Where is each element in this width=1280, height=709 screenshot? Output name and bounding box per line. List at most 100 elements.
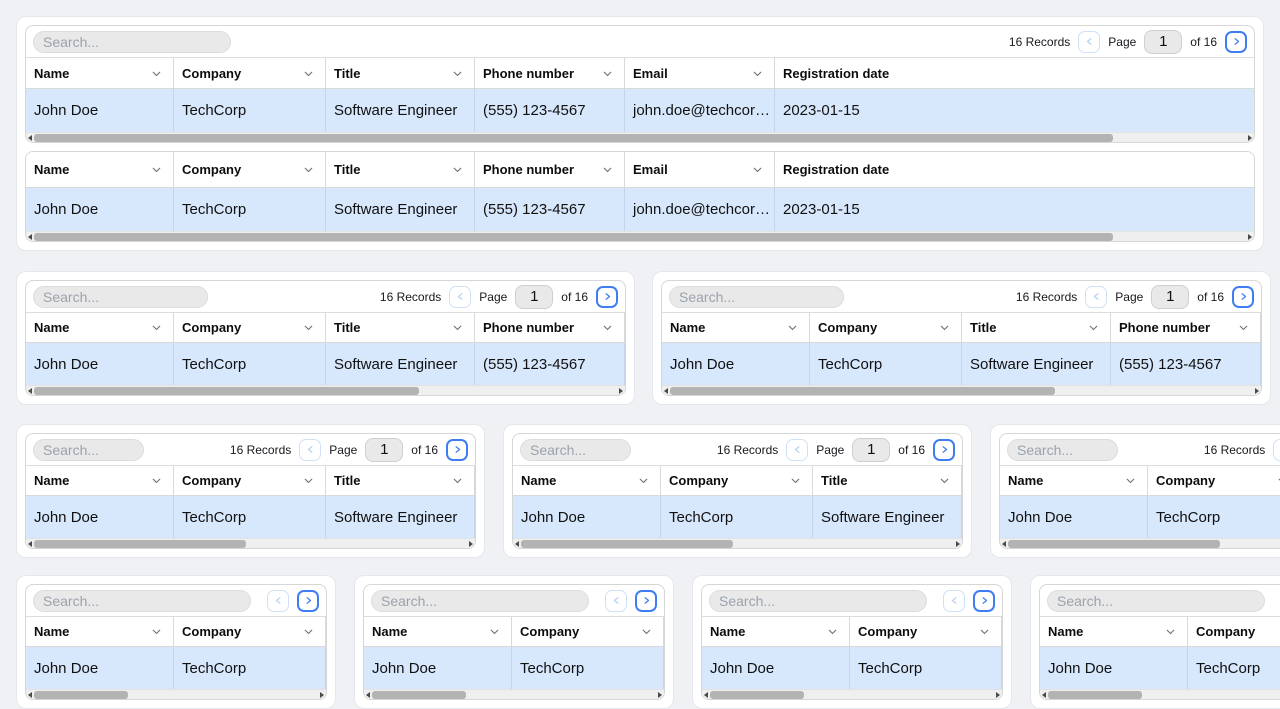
scrollbar-thumb[interactable] [710,690,804,699]
table-row[interactable]: John Doe TechCorp [1040,647,1280,689]
scroll-right-arrow-icon[interactable] [619,387,623,394]
horizontal-scrollbar[interactable] [702,689,1002,699]
next-page-button[interactable] [1225,30,1247,53]
scrollbar-thumb[interactable] [1008,539,1221,548]
prev-page-button[interactable] [449,285,472,308]
column-header-company[interactable]: Company [512,617,664,646]
table-row[interactable]: John Doe TechCorp [702,647,1002,689]
scroll-left-arrow-icon[interactable] [28,691,32,698]
scrollbar-thumb[interactable] [34,690,128,699]
column-header-title[interactable]: Title [326,313,475,342]
column-header-name[interactable]: Name [1000,466,1148,495]
table-row[interactable]: John Doe TechCorp Software Engineer (555… [662,343,1261,385]
column-header-company[interactable]: Company [174,313,326,342]
scrollbar-track[interactable] [34,232,1246,241]
column-header-title[interactable]: Title [326,466,475,495]
scrollbar-track[interactable] [1048,690,1280,699]
search-input[interactable] [520,438,631,461]
horizontal-scrollbar[interactable] [513,538,962,548]
prev-page-button[interactable] [1085,285,1108,308]
scroll-right-arrow-icon[interactable] [1248,134,1252,141]
column-header-name[interactable]: Name [702,617,850,646]
scroll-left-arrow-icon[interactable] [1042,691,1046,698]
search-input[interactable] [1007,438,1118,461]
horizontal-scrollbar[interactable] [26,385,625,395]
page-number-input[interactable] [365,437,404,462]
column-header-company[interactable]: Company [174,466,326,495]
column-header-title[interactable]: Title [962,313,1111,342]
page-number-input[interactable] [1151,284,1190,309]
scrollbar-thumb[interactable] [521,539,734,548]
scroll-left-arrow-icon[interactable] [28,233,32,240]
scrollbar-thumb[interactable] [34,386,419,395]
column-header-name[interactable]: Name [1040,617,1188,646]
scrollbar-track[interactable] [1008,539,1280,548]
table-row[interactable]: John Doe TechCorp [364,647,664,689]
scroll-right-arrow-icon[interactable] [1248,233,1252,240]
page-number-input[interactable] [515,284,554,309]
column-header-company[interactable]: Company [810,313,962,342]
column-header-title[interactable]: Title [326,58,475,88]
search-input[interactable] [1047,589,1265,612]
column-header-company[interactable]: Company [1148,466,1280,495]
column-header-company[interactable]: Company [174,58,326,88]
scroll-left-arrow-icon[interactable] [366,691,370,698]
column-header-name[interactable]: Name [513,466,661,495]
page-number-input[interactable] [852,437,891,462]
scroll-right-arrow-icon[interactable] [956,540,960,547]
table-row[interactable]: John Doe TechCorp Software Engineer [26,496,475,538]
scroll-left-arrow-icon[interactable] [28,387,32,394]
next-page-button[interactable] [635,589,657,612]
horizontal-scrollbar[interactable] [364,689,664,699]
prev-page-button[interactable] [267,589,289,612]
column-header-phone[interactable]: Phone number [1111,313,1261,342]
horizontal-scrollbar[interactable] [26,538,475,548]
scrollbar-thumb[interactable] [372,690,466,699]
next-page-button[interactable] [1232,285,1254,308]
search-input[interactable] [371,589,589,612]
column-header-company[interactable]: Company [661,466,813,495]
column-header-name[interactable]: Name [364,617,512,646]
scroll-right-arrow-icon[interactable] [658,691,662,698]
next-page-button[interactable] [973,589,995,612]
next-page-button[interactable] [933,438,955,461]
scroll-left-arrow-icon[interactable] [28,134,32,141]
column-header-name[interactable]: Name [26,313,174,342]
horizontal-scrollbar[interactable] [662,385,1261,395]
column-header-name[interactable]: Name [662,313,810,342]
table-row[interactable]: John Doe TechCorp Software Engineer (555… [26,188,1254,231]
scroll-left-arrow-icon[interactable] [28,540,32,547]
column-header-phone[interactable]: Phone number [475,313,625,342]
scrollbar-thumb[interactable] [34,232,1113,241]
search-input[interactable] [33,285,208,308]
column-header-name[interactable]: Name [26,617,174,646]
prev-page-button[interactable] [605,589,627,612]
prev-page-button[interactable] [943,589,965,612]
scrollbar-thumb[interactable] [34,133,1113,142]
search-input[interactable] [33,589,251,612]
search-input[interactable] [709,589,927,612]
column-header-title[interactable]: Title [326,152,475,187]
scroll-left-arrow-icon[interactable] [704,691,708,698]
scroll-right-arrow-icon[interactable] [996,691,1000,698]
table-row[interactable]: John Doe TechCorp [26,647,326,689]
horizontal-scrollbar[interactable] [26,689,326,699]
column-header-company[interactable]: Company [174,617,326,646]
table-row[interactable]: John Doe TechCorp Software Engineer (555… [26,89,1254,132]
column-header-email[interactable]: Email [625,58,775,88]
scroll-right-arrow-icon[interactable] [469,540,473,547]
horizontal-scrollbar[interactable] [1000,538,1280,548]
search-input[interactable] [33,438,144,461]
column-header-registration-date[interactable]: Registration date [775,152,1254,187]
horizontal-scrollbar[interactable] [26,132,1254,142]
column-header-email[interactable]: Email [625,152,775,187]
column-header-phone[interactable]: Phone number [475,58,625,88]
scrollbar-track[interactable] [34,690,318,699]
column-header-name[interactable]: Name [26,152,174,187]
next-page-button[interactable] [297,589,319,612]
scrollbar-track[interactable] [34,133,1246,142]
scrollbar-track[interactable] [372,690,656,699]
column-header-company[interactable]: Company [850,617,1002,646]
prev-page-button[interactable] [786,438,809,461]
column-header-name[interactable]: Name [26,466,174,495]
